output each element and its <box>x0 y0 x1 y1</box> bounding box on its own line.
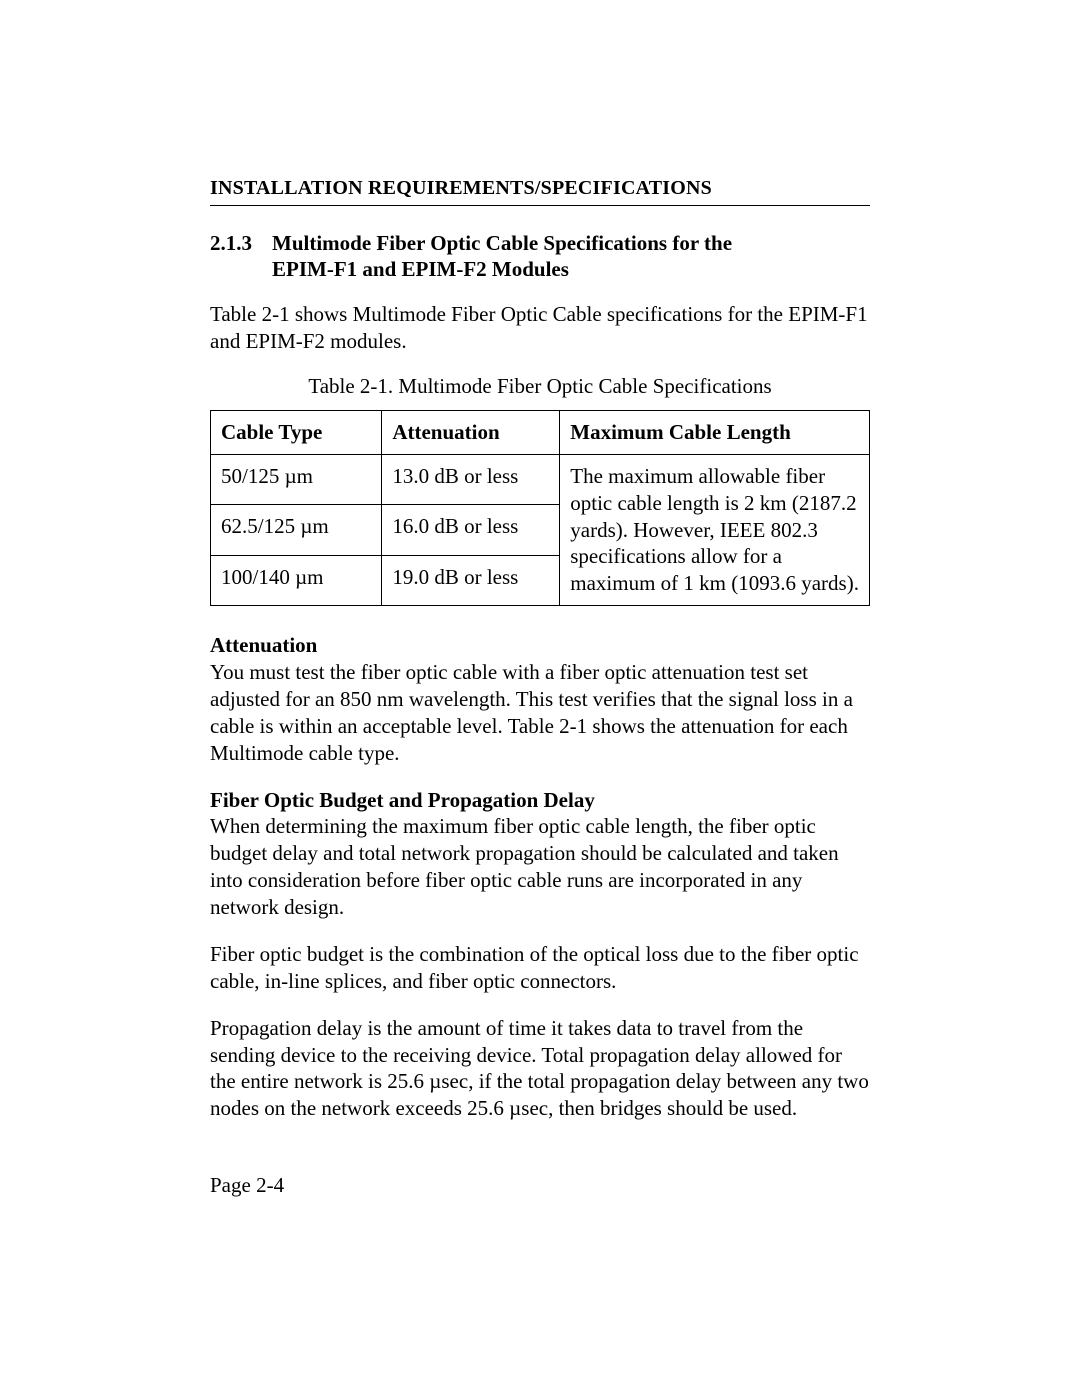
attenuation-heading: Attenuation <box>210 633 317 657</box>
th-attenuation: Attenuation <box>382 410 560 454</box>
attenuation-block: Attenuation You must test the fiber opti… <box>210 632 870 766</box>
cell-attenuation: 13.0 dB or less <box>382 454 560 504</box>
table-row: 50/125 µm 13.0 dB or less The maximum al… <box>211 454 870 504</box>
cell-cable-type: 62.5/125 µm <box>211 505 382 555</box>
intro-paragraph: Table 2-1 shows Multimode Fiber Optic Ca… <box>210 301 870 355</box>
th-cable-type: Cable Type <box>211 410 382 454</box>
running-header: INSTALLATION REQUIREMENTS/SPECIFICATIONS <box>210 176 870 206</box>
page-number: Page 2-4 <box>210 1172 284 1199</box>
budget-p1: When determining the maximum fiber optic… <box>210 814 839 919</box>
cell-cable-type: 50/125 µm <box>211 454 382 504</box>
section-number: 2.1.3 <box>210 230 272 284</box>
section-title: Multimode Fiber Optic Cable Specificatio… <box>272 230 870 284</box>
budget-block: Fiber Optic Budget and Propagation Delay… <box>210 787 870 921</box>
cell-max-length: The maximum allowable fiber optic cable … <box>560 454 870 605</box>
page: INSTALLATION REQUIREMENTS/SPECIFICATIONS… <box>0 0 1080 1397</box>
spec-table: Cable Type Attenuation Maximum Cable Len… <box>210 410 870 606</box>
table-header-row: Cable Type Attenuation Maximum Cable Len… <box>211 410 870 454</box>
budget-heading: Fiber Optic Budget and Propagation Delay <box>210 788 595 812</box>
cell-attenuation: 19.0 dB or less <box>382 555 560 605</box>
attenuation-body: You must test the fiber optic cable with… <box>210 660 853 765</box>
cell-cable-type: 100/140 µm <box>211 555 382 605</box>
section-title-line2: EPIM-F1 and EPIM-F2 Modules <box>272 257 569 281</box>
th-max-length: Maximum Cable Length <box>560 410 870 454</box>
cell-attenuation: 16.0 dB or less <box>382 505 560 555</box>
table-caption: Table 2-1. Multimode Fiber Optic Cable S… <box>210 373 870 400</box>
section-heading: 2.1.3 Multimode Fiber Optic Cable Specif… <box>210 230 870 284</box>
budget-p2: Fiber optic budget is the combination of… <box>210 941 870 995</box>
budget-p3: Propagation delay is the amount of time … <box>210 1015 870 1123</box>
section-title-line1: Multimode Fiber Optic Cable Specificatio… <box>272 231 732 255</box>
